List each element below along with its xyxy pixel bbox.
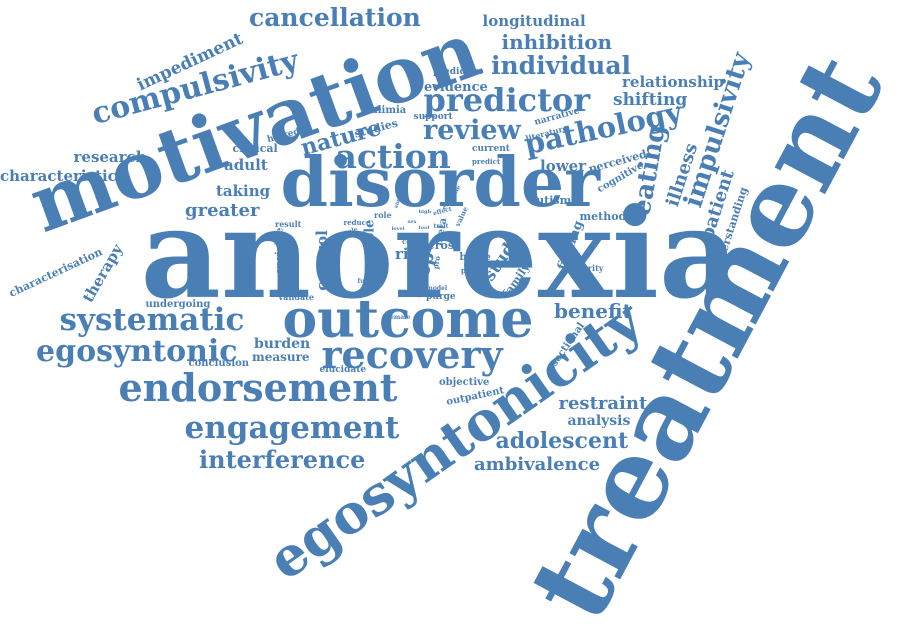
- word-ambivalence: ambivalence: [474, 454, 601, 475]
- word-risk: risk: [395, 244, 428, 263]
- word-adolescent: adolescent: [495, 428, 629, 454]
- word-conclusion: conclusion: [188, 358, 250, 369]
- word-pro: pro: [430, 254, 442, 270]
- word-research: research: [73, 147, 147, 166]
- word-level: level: [391, 225, 405, 232]
- word-poorer: poorer: [461, 265, 488, 275]
- word-recovery: recovery: [321, 332, 503, 377]
- word-cross: cross: [428, 238, 461, 252]
- word-anorexia: anorexia: [140, 182, 740, 327]
- word-shifting: shifting: [613, 89, 688, 110]
- word-burden: burden: [254, 336, 311, 352]
- word-characteristic: characteristic: [0, 166, 117, 185]
- word-tool: tool: [418, 224, 430, 231]
- word-engagement: engagement: [184, 409, 400, 446]
- word-lower: lower: [540, 156, 587, 175]
- word-method: method: [579, 209, 627, 223]
- word-relationship: relationship: [622, 72, 724, 91]
- word-cancellation: cancellation: [249, 2, 421, 32]
- word-subtype: subtype: [237, 235, 252, 289]
- word-analysis: analysis: [567, 413, 631, 429]
- word-disorder: disorder: [280, 143, 600, 223]
- word-reduce: reduce: [343, 217, 371, 227]
- word-evidence: evidence: [424, 79, 488, 95]
- word-inhibition: inhibition: [501, 30, 613, 54]
- word-taking: taking: [216, 181, 271, 200]
- word-objective: objective: [439, 377, 490, 388]
- word-undergoing: undergoing: [145, 299, 211, 310]
- word-egosyntonic: egosyntonic: [36, 334, 238, 369]
- word-con: con: [402, 236, 417, 246]
- word-predictive: predictive: [433, 66, 484, 77]
- word-adult: adult: [224, 155, 268, 174]
- word-clinical: clinical: [232, 141, 278, 155]
- word-model: model: [426, 285, 448, 292]
- word-outcome: outcome: [282, 289, 534, 350]
- word-predict: predict: [472, 156, 501, 166]
- word-longitudinal: longitudinal: [482, 11, 586, 30]
- word-current: current: [472, 143, 510, 154]
- word-individual: individual: [491, 50, 632, 80]
- word-elucidate: elucidate: [319, 364, 367, 375]
- word-sample: sample: [362, 219, 378, 271]
- word-role: role: [374, 210, 392, 220]
- word-female: female: [387, 314, 411, 321]
- word-binge: binge: [459, 252, 491, 263]
- word-variable: variable: [274, 227, 285, 273]
- word-predictor: predictor: [423, 81, 591, 119]
- word-measure: measure: [252, 350, 310, 364]
- word-future: future: [357, 278, 379, 285]
- word-action: action: [335, 136, 451, 176]
- word-result: result: [275, 219, 302, 229]
- word-greater: greater: [185, 200, 260, 221]
- word-high: high: [418, 208, 432, 215]
- word-validate: validate: [278, 292, 314, 302]
- word-autism: autism: [529, 193, 572, 207]
- word-control: control: [312, 229, 331, 291]
- word-purge: purge: [426, 291, 456, 302]
- word-severity: severity: [568, 263, 604, 273]
- word-interference: interference: [199, 445, 366, 474]
- word-trait: trait: [433, 223, 449, 230]
- word-review: review: [423, 114, 521, 146]
- word-restraint: restraint: [558, 393, 648, 414]
- word-support: support: [413, 111, 453, 122]
- word-bulimia: bulimia: [363, 105, 407, 116]
- word-endorsement: endorsement: [118, 365, 398, 410]
- word-benefit: benefit: [554, 299, 632, 323]
- word-sex: sex: [407, 218, 417, 225]
- word-systematic: systematic: [59, 301, 245, 338]
